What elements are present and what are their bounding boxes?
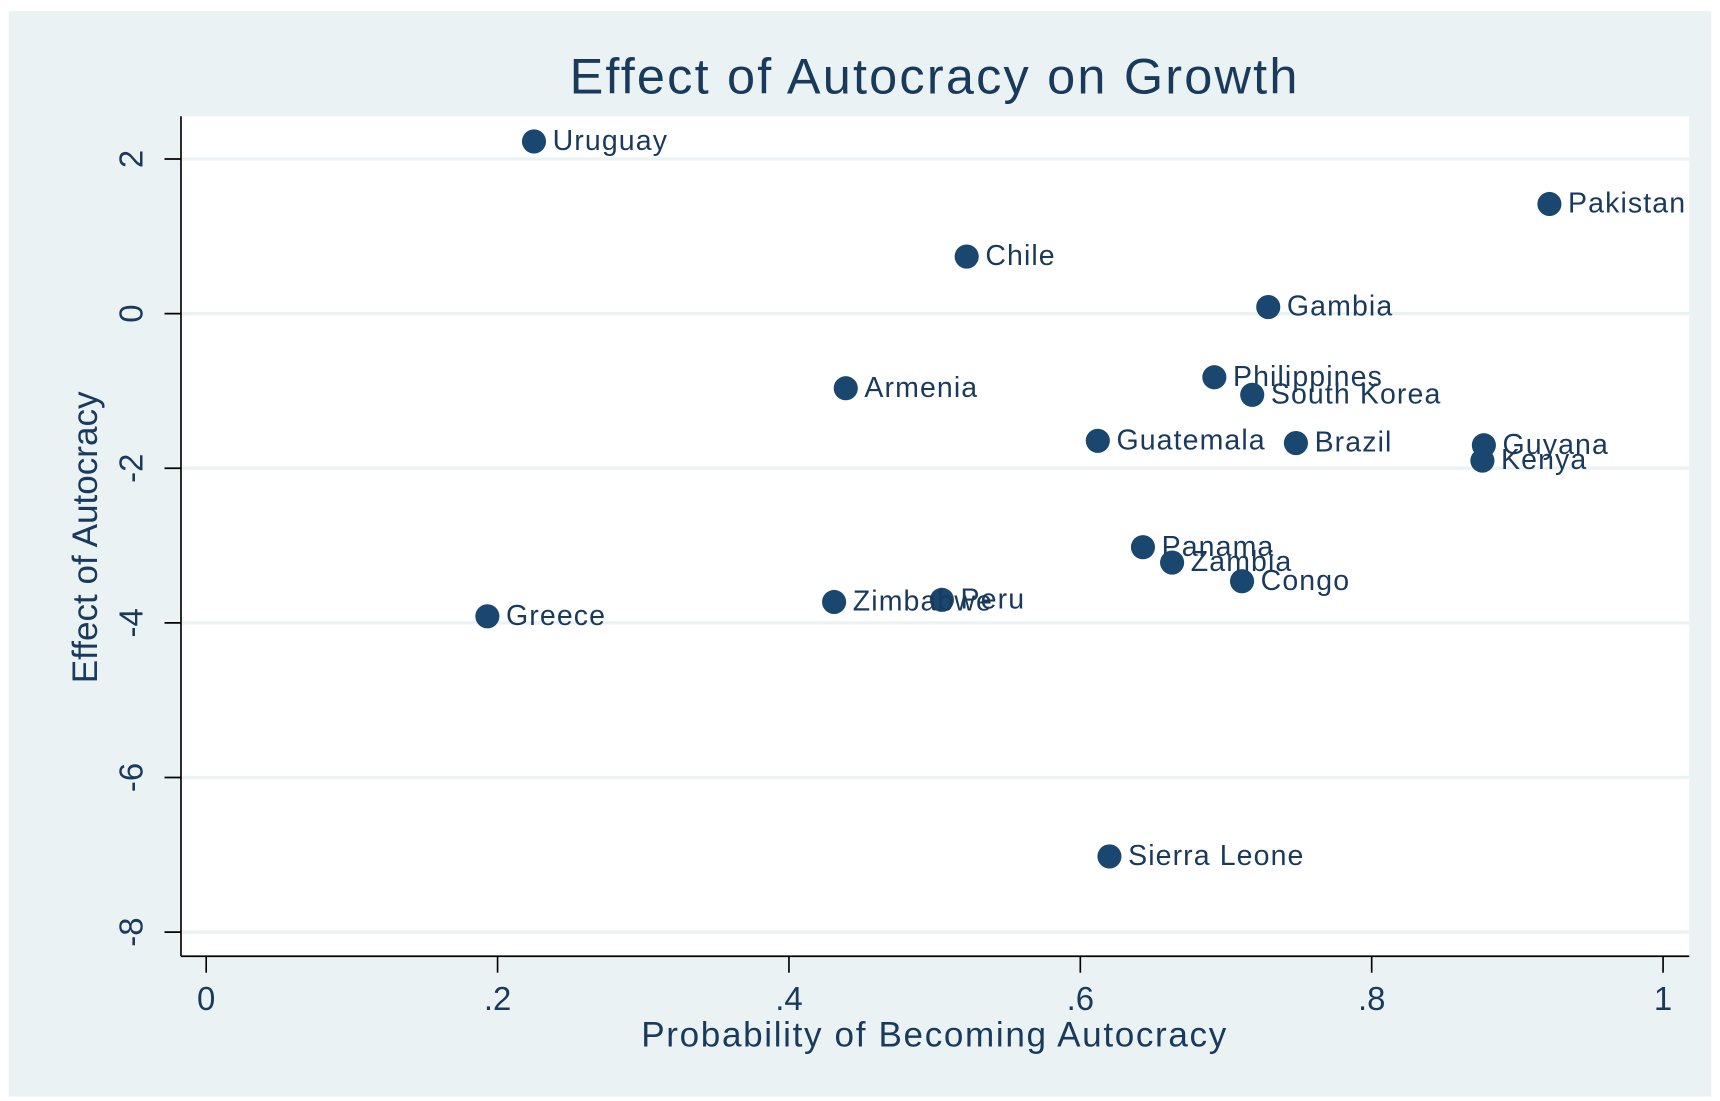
point-label: Guatemala: [1116, 424, 1265, 456]
point-label: Armenia: [864, 372, 978, 404]
point-label: Congo: [1261, 565, 1350, 597]
scatter-point: [521, 129, 547, 154]
scatter-point: [1130, 535, 1156, 560]
point-label: Guyana: [1503, 429, 1609, 461]
y-tick-label: 0: [113, 304, 150, 322]
scatter-point: [1240, 382, 1265, 407]
y-tick-label: -6: [113, 763, 150, 792]
scatter-point: [1229, 569, 1255, 594]
point-label: Sierra Leone: [1128, 840, 1304, 872]
y-tick-label: -8: [113, 918, 150, 947]
scatter-point: [1283, 430, 1308, 456]
scatter-point: [822, 589, 847, 615]
scatter-point: [833, 376, 858, 401]
scatter-point: [929, 587, 954, 612]
scatter-point: [1097, 844, 1122, 869]
point-label: South Korea: [1271, 378, 1442, 410]
x-tick-label: .4: [775, 980, 802, 1017]
point-label: Pakistan: [1568, 188, 1686, 220]
y-tick-label: 2: [113, 150, 150, 168]
scatter-point: [475, 604, 500, 629]
x-axis-title: Probability of Becoming Autocracy: [641, 1016, 1228, 1055]
point-label: Chile: [985, 240, 1055, 272]
point-label: Brazil: [1315, 427, 1393, 459]
x-tick-label: 1: [1654, 980, 1672, 1017]
y-tick-label: -2: [113, 454, 150, 483]
x-tick-label: .2: [484, 980, 511, 1017]
scatter-point: [1202, 365, 1227, 390]
scatter-point: [1470, 448, 1495, 473]
point-label: Greece: [506, 600, 606, 632]
chart-title: Effect of Autocracy on Growth: [570, 47, 1300, 104]
y-axis-title: Effect of Autocracy: [66, 391, 105, 683]
point-label: Uruguay: [553, 125, 668, 157]
scatter-point: [1085, 428, 1110, 453]
scatter-point: [1160, 550, 1185, 575]
point-label: Gambia: [1287, 291, 1393, 323]
plot-area: [180, 116, 1690, 957]
scatter-point: [954, 244, 979, 269]
point-label: Peru: [961, 583, 1026, 615]
x-tick-label: .8: [1358, 980, 1385, 1017]
scatter-point: [1537, 191, 1562, 217]
x-tick-label: 0: [197, 980, 215, 1017]
scatter-point: [1256, 294, 1281, 320]
point-label: Kenya: [1501, 444, 1587, 476]
point-label: Zimbabwe: [853, 586, 993, 618]
x-tick-label: .6: [1067, 980, 1094, 1017]
y-tick-label: -4: [113, 608, 150, 637]
